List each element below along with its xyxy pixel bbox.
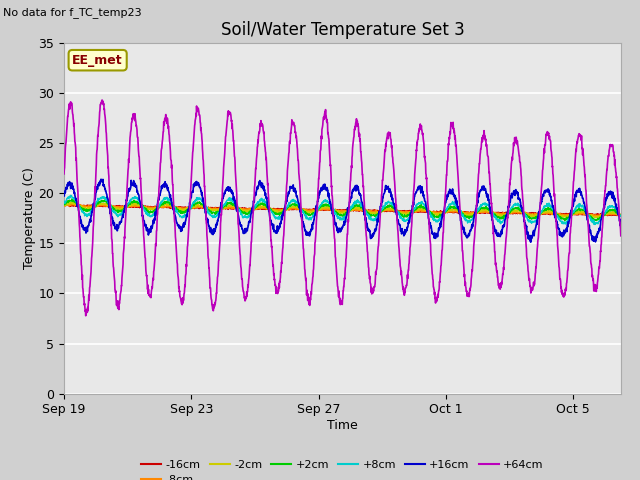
Legend: -16cm, -8cm, -2cm, +2cm, +8cm, +16cm, +64cm: -16cm, -8cm, -2cm, +2cm, +8cm, +16cm, +6… bbox=[137, 455, 548, 480]
Text: EE_met: EE_met bbox=[72, 54, 123, 67]
Title: Soil/Water Temperature Set 3: Soil/Water Temperature Set 3 bbox=[221, 21, 464, 39]
Text: No data for f_TC_temp23: No data for f_TC_temp23 bbox=[3, 7, 142, 18]
X-axis label: Time: Time bbox=[327, 419, 358, 432]
Y-axis label: Temperature (C): Temperature (C) bbox=[22, 168, 36, 269]
